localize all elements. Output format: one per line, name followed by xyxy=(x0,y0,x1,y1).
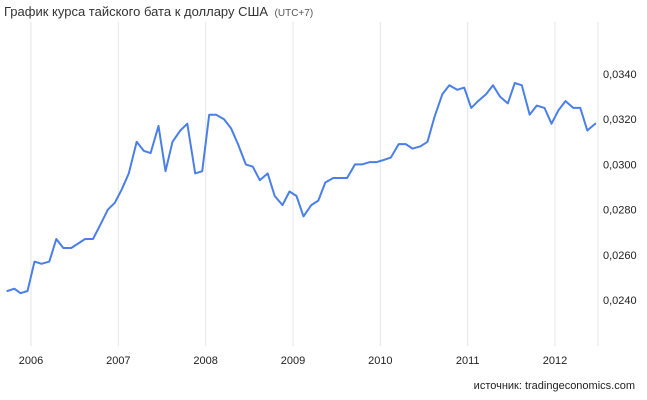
x-tick-label: 2010 xyxy=(368,355,392,367)
x-tick-label: 2007 xyxy=(106,355,130,367)
y-axis-tick-labels: 0,0240 0,0260 0,0280 0,0300 0,0320 0,0340 xyxy=(603,69,637,307)
gridlines xyxy=(30,22,599,346)
source-name: tradingeconomics.com xyxy=(524,380,635,392)
y-tick-label: 0,0320 xyxy=(603,114,637,126)
y-tick-label: 0,0280 xyxy=(603,205,637,217)
x-tick-label: 2011 xyxy=(456,355,480,367)
x-tick-label: 2006 xyxy=(19,355,43,367)
y-tick-label: 0,0260 xyxy=(603,250,637,262)
x-tick-label: 2012 xyxy=(543,355,567,367)
timezone-label: (UTC+7) xyxy=(274,8,314,19)
y-tick-label: 0,0240 xyxy=(603,295,637,307)
y-tick-label: 0,0300 xyxy=(603,159,637,171)
source-label: источник: xyxy=(473,380,522,392)
y-tick-label: 0,0340 xyxy=(603,69,637,81)
x-tick-label: 2009 xyxy=(281,355,305,367)
x-tick-label: 2008 xyxy=(193,355,217,367)
x-axis-tick-labels: 2006 2007 2008 2009 2010 2011 2012 xyxy=(19,355,567,367)
chart-title: График курса тайского бата к доллару США… xyxy=(4,3,313,21)
chart-title-text: График курса тайского бата к доллару США xyxy=(4,4,269,19)
series-layer xyxy=(6,82,597,295)
source-credit: источник: tradingeconomics.com xyxy=(474,380,635,392)
series-line xyxy=(6,82,597,295)
